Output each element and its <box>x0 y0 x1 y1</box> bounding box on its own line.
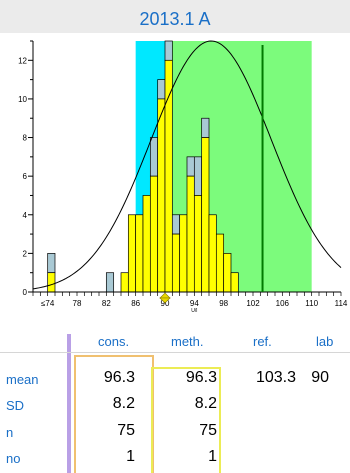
bar <box>164 59 173 293</box>
cell-sd-meth: 8.2 <box>194 395 217 412</box>
header-rule <box>0 352 350 353</box>
row-label-sd: SD <box>6 398 25 413</box>
column-header-cons: cons. <box>98 334 130 349</box>
marker-down-triangle <box>159 297 171 304</box>
bar <box>120 272 129 293</box>
bar <box>208 214 217 293</box>
y-tick-label: 4 <box>23 211 28 220</box>
bar-top <box>201 117 210 138</box>
x-tick-label: 110 <box>305 299 318 308</box>
row-label-n: n <box>6 425 14 440</box>
bar <box>215 233 225 293</box>
normal-curve <box>32 40 342 290</box>
y-tick-label: 2 <box>23 249 28 258</box>
cell-no-cons: 1 <box>126 448 135 465</box>
bar-top <box>171 214 181 235</box>
row-label-mean: mean <box>6 372 39 387</box>
bar <box>171 233 181 293</box>
histogram-chart: 0 2 4 6 8 10 12 ≤74 78 82 86 90 94 98 102 106 110 114 U/l <box>18 40 348 314</box>
y-tick-label: 10 <box>18 95 27 104</box>
marker-up-triangle <box>159 292 171 299</box>
row-label-no: no <box>6 451 21 466</box>
cell-mean-meth: 96.3 <box>185 369 217 386</box>
x-tick-label: 102 <box>246 299 260 308</box>
cell-sd-cons: 8.2 <box>112 395 135 412</box>
x-tick-label: 82 <box>102 299 111 308</box>
bar <box>149 175 159 293</box>
bar <box>47 272 56 293</box>
x-axis: ≤74 78 82 86 90 94 98 102 106 110 114 U/l <box>32 291 348 314</box>
x-tick-label: 86 <box>131 299 140 308</box>
cell-mean-ref: 103.3 <box>255 369 296 386</box>
x-tick-label: 98 <box>219 299 228 308</box>
x-tick-label: 90 <box>161 299 170 308</box>
x-tick-label: 114 <box>335 299 348 308</box>
cell-n-cons: 75 <box>117 422 135 439</box>
column-header-lab: lab <box>316 334 334 349</box>
x-tick-label: ≤74 <box>41 299 55 308</box>
table-divider <box>67 334 71 473</box>
cell-no-meth: 1 <box>208 448 217 465</box>
column-header-ref: ref. <box>253 334 272 349</box>
bar <box>127 214 137 293</box>
bar <box>142 195 151 293</box>
lab-value-marker <box>159 292 171 304</box>
cell-mean-lab: 90 <box>311 369 329 386</box>
y-tick-label: 8 <box>23 134 28 143</box>
column-header-meth: meth. <box>171 334 204 349</box>
bar-top <box>157 79 166 100</box>
bar-top <box>164 40 173 61</box>
bar-top <box>193 156 203 196</box>
bar <box>186 175 195 293</box>
x-tick-label: 106 <box>276 299 290 308</box>
y-tick-label: 12 <box>18 56 27 65</box>
bar <box>201 137 210 293</box>
bar <box>193 195 203 293</box>
bar-top <box>186 156 195 177</box>
y-axis: 0 2 4 6 8 10 12 <box>18 40 34 297</box>
bar <box>223 253 232 293</box>
bar <box>135 214 144 293</box>
bar <box>179 214 188 293</box>
cell-n-meth: 75 <box>199 422 217 439</box>
bar <box>157 98 166 293</box>
y-tick-label: 6 <box>23 172 28 181</box>
meth-column-frame <box>151 367 221 473</box>
histogram-bars <box>47 40 239 293</box>
bar-top <box>47 253 56 274</box>
x-tick-label: 78 <box>73 299 82 308</box>
x-tick-label: 94 <box>190 299 199 308</box>
cell-mean-cons: 96.3 <box>103 369 135 386</box>
bar-top <box>149 137 159 177</box>
x-unit-label: U/l <box>191 308 197 314</box>
chart-title: 2013.1 A <box>0 0 350 33</box>
bar-top <box>105 272 115 293</box>
cons-column-frame <box>74 355 154 473</box>
bar <box>230 272 239 293</box>
y-tick-label: 0 <box>23 288 28 297</box>
